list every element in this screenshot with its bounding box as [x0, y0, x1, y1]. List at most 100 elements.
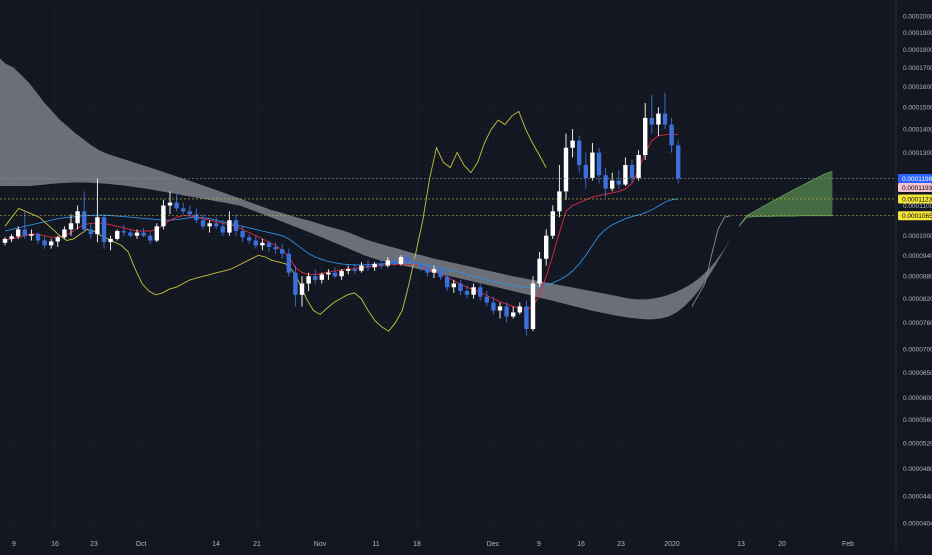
- candle-body: [200, 220, 206, 227]
- candle-body: [9, 236, 14, 239]
- candle-body: [412, 262, 417, 264]
- candle-body: [319, 274, 324, 280]
- candle-body: [154, 226, 159, 241]
- candle-body: [174, 202, 179, 209]
- candle-body: [75, 211, 80, 224]
- y-tick-label: 0.0002000: [903, 14, 932, 21]
- price-label-text: 0.0001198: [902, 176, 932, 183]
- candle-body: [16, 229, 21, 237]
- chikou-span-line: [4, 110, 547, 332]
- candle-body: [464, 290, 470, 295]
- candle-body: [497, 306, 503, 311]
- candle-body: [280, 249, 285, 254]
- y-tick-label: 0.0000480: [903, 466, 932, 473]
- candle-body: [247, 237, 252, 241]
- candle-body: [266, 242, 272, 248]
- price-label-text: 0.0001123: [902, 196, 932, 203]
- candle-body: [669, 124, 674, 146]
- y-tick-label: 0.0001100: [903, 203, 932, 210]
- candle-body: [537, 258, 542, 284]
- x-tick-label: 21: [253, 541, 261, 548]
- candle-body: [326, 272, 331, 275]
- candle-body: [478, 287, 483, 297]
- candle-body: [273, 247, 278, 250]
- candle-body: [299, 283, 305, 295]
- candle-body: [504, 306, 509, 317]
- candle-body: [379, 263, 384, 266]
- x-tick-label: 18: [413, 541, 421, 548]
- candle-body: [359, 265, 364, 271]
- y-tick-label: 0.0001900: [903, 30, 932, 37]
- y-tick-label: 0.0000404: [903, 521, 932, 528]
- candle-body: [431, 269, 437, 273]
- candle-body: [88, 229, 93, 235]
- x-tick-label: 9: [12, 541, 16, 548]
- candle-body: [233, 220, 239, 231]
- x-tick-label: 9: [537, 541, 541, 548]
- candle-body: [405, 257, 410, 263]
- candle-body: [134, 232, 140, 236]
- candle-body: [55, 237, 60, 242]
- candle-body: [451, 283, 456, 288]
- price-label-bg: [898, 173, 932, 183]
- candle-body: [392, 260, 397, 264]
- y-tick-label: 0.0000650: [903, 370, 932, 377]
- time-axis[interactable]: 9 16 23 Oct 14 21 Nov 11 18 Dec 9 16 23 2020 13 20 Feb: [12, 541, 854, 548]
- candle-body: [346, 269, 351, 271]
- candle-body: [29, 234, 34, 236]
- candle-body: [128, 232, 133, 236]
- candle-body: [187, 211, 192, 215]
- candle-body: [352, 269, 357, 271]
- candle-body: [220, 226, 225, 233]
- x-tick-label: 23: [617, 541, 625, 548]
- y-tick-label: 0.0001800: [903, 47, 932, 54]
- y-tick-label: 0.0000560: [903, 417, 932, 424]
- x-tick-label: 13: [737, 541, 745, 548]
- price-label-text: 0.0001065: [902, 213, 932, 220]
- candle-body: [563, 147, 569, 192]
- x-tick-label: Dec: [487, 541, 500, 548]
- candle-body: [365, 265, 371, 268]
- candle-body: [227, 220, 232, 233]
- lagging-span-gray: [691, 215, 732, 307]
- candle-body: [141, 232, 146, 236]
- candle-body: [2, 238, 8, 243]
- candle-body: [649, 117, 654, 125]
- y-tick-label: 0.0001000: [903, 233, 932, 240]
- candle-body: [42, 240, 47, 246]
- candle-body: [511, 312, 516, 317]
- candle-body: [286, 253, 291, 273]
- candle-body: [253, 240, 258, 246]
- candle-body: [194, 214, 199, 221]
- x-tick-label: Oct: [136, 541, 147, 548]
- candle-body: [484, 296, 489, 303]
- candle-body: [167, 202, 173, 206]
- y-tick-label: 0.0000600: [903, 395, 932, 402]
- candle-body: [570, 140, 575, 148]
- candle-body: [293, 272, 298, 295]
- candle-body: [471, 287, 476, 295]
- y-tick-label: 0.0001600: [903, 84, 932, 91]
- price-axis[interactable]: 0.0002000 0.0001900 0.0001800 0.0001700 0.00…: [903, 14, 932, 528]
- x-tick-label: 14: [212, 541, 220, 548]
- candle-body: [590, 152, 595, 178]
- cloud-edge-upper: [738, 171, 833, 227]
- y-tick-label: 0.0001300: [903, 150, 932, 157]
- candle-body: [68, 223, 74, 230]
- candle-body: [458, 283, 463, 291]
- candle-body: [577, 140, 582, 165]
- candles-layer: [2, 92, 681, 336]
- price-label-text: 0.0001193: [902, 185, 932, 192]
- candle-body: [372, 263, 377, 268]
- price-label-bg: [898, 211, 932, 221]
- candle-body: [35, 234, 41, 241]
- price-level-lines: [0, 178, 895, 217]
- x-tick-label: 16: [51, 541, 59, 548]
- candle-body: [214, 223, 219, 227]
- grid-layer: [0, 0, 897, 550]
- candle-body: [385, 260, 390, 266]
- x-tick-label: 11: [372, 541, 379, 548]
- candle-body: [438, 269, 443, 277]
- candle-body: [332, 272, 338, 277]
